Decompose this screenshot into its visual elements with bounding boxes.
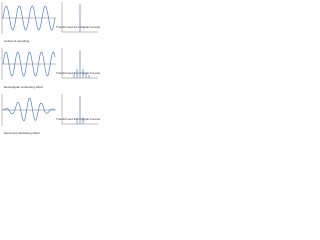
panel-caption: Coherent sampling <box>4 39 30 43</box>
diagram: Transformed from Digital Counter Coherent… <box>1 2 100 135</box>
panel-caption: Hamming windowing effect <box>4 131 40 135</box>
waveform <box>2 51 56 77</box>
spectrum-label: Transformed from Digital Counter <box>56 117 100 121</box>
panel-caption: Rectangular windowing effect <box>4 85 43 89</box>
spectrum-label: Transformed from Digital Counter <box>56 71 100 75</box>
waveform <box>2 97 56 122</box>
spectrum-label: Transformed from Digital Counter <box>56 25 100 29</box>
waveform <box>2 5 56 31</box>
